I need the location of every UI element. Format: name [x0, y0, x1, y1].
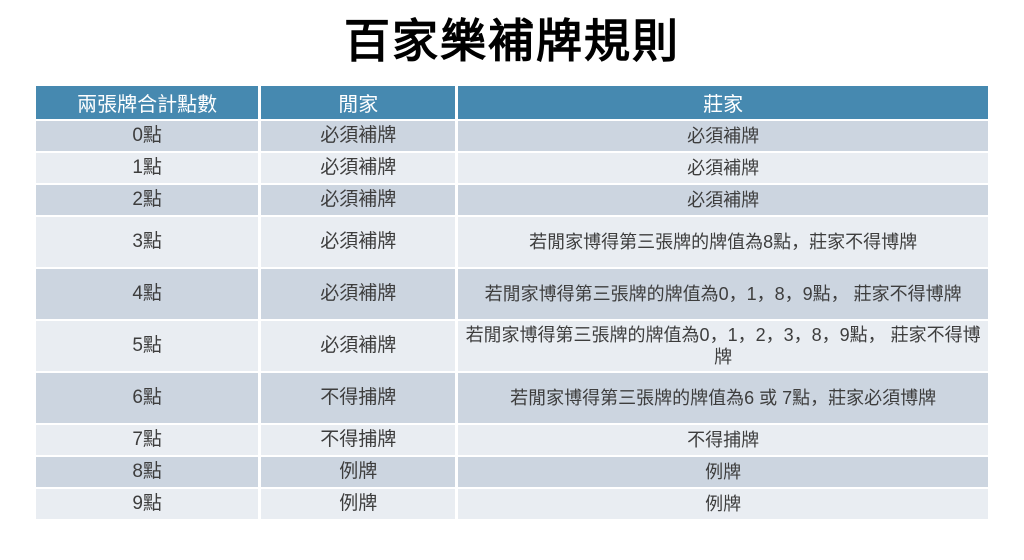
- page-title: 百家樂補牌規則: [344, 15, 680, 67]
- table-header-row: 兩張牌合計點數 閒家 莊家: [36, 86, 988, 119]
- header-player: 閒家: [261, 86, 456, 119]
- table-row: 4點 必須補牌 若閒家博得第三張牌的牌值為0，1，8，9點， 莊家不得博牌: [36, 269, 988, 319]
- cell-player: 必須補牌: [261, 269, 456, 319]
- cell-player: 不得捕牌: [261, 373, 456, 423]
- cell-banker: 若閒家博得第三張牌的牌值為0，1，2，3，8，9點， 莊家不得博牌: [458, 321, 988, 371]
- cell-points: 8點: [36, 457, 259, 487]
- cell-points: 1點: [36, 153, 259, 183]
- baccarat-rules-table: 兩張牌合計點數 閒家 莊家 0點 必須補牌 必須補牌 1點 必須補牌 必須補牌 …: [33, 84, 991, 521]
- cell-player: 例牌: [261, 489, 456, 519]
- cell-points: 6點: [36, 373, 259, 423]
- table-row: 9點 例牌 例牌: [36, 489, 988, 519]
- cell-points: 0點: [36, 121, 259, 151]
- cell-banker: 必須補牌: [458, 153, 988, 183]
- cell-player: 不得捕牌: [261, 425, 456, 455]
- table-row: 6點 不得捕牌 若閒家博得第三張牌的牌值為6 或 7點，莊家必須博牌: [36, 373, 988, 423]
- cell-banker: 不得捕牌: [458, 425, 988, 455]
- table-row: 7點 不得捕牌 不得捕牌: [36, 425, 988, 455]
- cell-player: 必須補牌: [261, 153, 456, 183]
- cell-player: 必須補牌: [261, 121, 456, 151]
- cell-player: 例牌: [261, 457, 456, 487]
- table-row: 8點 例牌 例牌: [36, 457, 988, 487]
- table-row: 5點 必須補牌 若閒家博得第三張牌的牌值為0，1，2，3，8，9點， 莊家不得博…: [36, 321, 988, 371]
- cell-player: 必須補牌: [261, 217, 456, 267]
- table-row: 3點 必須補牌 若閒家博得第三張牌的牌值為8點，莊家不得博牌: [36, 217, 988, 267]
- cell-points: 7點: [36, 425, 259, 455]
- header-banker: 莊家: [458, 86, 988, 119]
- cell-points: 3點: [36, 217, 259, 267]
- table-row: 1點 必須補牌 必須補牌: [36, 153, 988, 183]
- cell-banker: 若閒家博得第三張牌的牌值為8點，莊家不得博牌: [458, 217, 988, 267]
- table-row: 2點 必須補牌 必須補牌: [36, 185, 988, 215]
- cell-points: 9點: [36, 489, 259, 519]
- cell-banker: 必須補牌: [458, 121, 988, 151]
- cell-banker: 例牌: [458, 457, 988, 487]
- cell-banker: 若閒家博得第三張牌的牌值為0，1，8，9點， 莊家不得博牌: [458, 269, 988, 319]
- cell-player: 必須補牌: [261, 321, 456, 371]
- cell-player: 必須補牌: [261, 185, 456, 215]
- cell-points: 2點: [36, 185, 259, 215]
- header-points: 兩張牌合計點數: [36, 86, 259, 119]
- table-row: 0點 必須補牌 必須補牌: [36, 121, 988, 151]
- cell-points: 4點: [36, 269, 259, 319]
- cell-banker: 若閒家博得第三張牌的牌值為6 或 7點，莊家必須博牌: [458, 373, 988, 423]
- cell-points: 5點: [36, 321, 259, 371]
- cell-banker: 必須補牌: [458, 185, 988, 215]
- cell-banker: 例牌: [458, 489, 988, 519]
